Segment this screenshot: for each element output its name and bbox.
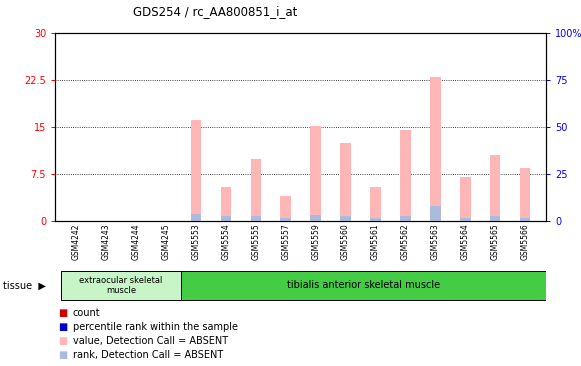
Bar — [191, 120, 201, 221]
Bar — [460, 178, 471, 221]
Bar — [221, 216, 231, 221]
Text: GSM5564: GSM5564 — [461, 224, 470, 261]
Bar — [460, 218, 471, 221]
Bar — [400, 130, 411, 221]
Text: percentile rank within the sample: percentile rank within the sample — [73, 322, 238, 332]
Bar — [250, 158, 261, 221]
Text: tibialis anterior skeletal muscle: tibialis anterior skeletal muscle — [287, 280, 440, 291]
Bar — [490, 156, 500, 221]
Text: GSM4243: GSM4243 — [102, 224, 110, 260]
Text: GSM5562: GSM5562 — [401, 224, 410, 260]
Text: value, Detection Call = ABSENT: value, Detection Call = ABSENT — [73, 336, 228, 346]
Bar — [181, 270, 546, 300]
Text: GSM5559: GSM5559 — [311, 224, 320, 261]
Bar — [430, 77, 440, 221]
Text: GSM5557: GSM5557 — [281, 224, 290, 261]
Bar — [520, 218, 530, 221]
Text: GSM5565: GSM5565 — [491, 224, 500, 261]
Bar — [340, 216, 351, 221]
Text: ■: ■ — [58, 308, 67, 318]
Text: extraocular skeletal
muscle: extraocular skeletal muscle — [80, 276, 163, 295]
Bar — [281, 196, 291, 221]
Bar — [61, 270, 181, 300]
Text: GSM5563: GSM5563 — [431, 224, 440, 261]
Text: GSM5553: GSM5553 — [191, 224, 200, 261]
Bar — [310, 126, 321, 221]
Text: ■: ■ — [58, 336, 67, 346]
Bar — [490, 216, 500, 221]
Bar — [520, 168, 530, 221]
Text: GSM5554: GSM5554 — [221, 224, 230, 261]
Text: GSM4244: GSM4244 — [131, 224, 141, 260]
Bar — [430, 206, 440, 221]
Bar — [340, 143, 351, 221]
Text: GSM4245: GSM4245 — [162, 224, 170, 260]
Text: tissue  ▶: tissue ▶ — [3, 280, 46, 291]
Bar — [400, 216, 411, 221]
Text: ■: ■ — [58, 350, 67, 360]
Bar — [250, 216, 261, 221]
Text: GSM5560: GSM5560 — [341, 224, 350, 261]
Text: GSM5566: GSM5566 — [521, 224, 530, 261]
Bar — [221, 187, 231, 221]
Bar — [370, 187, 381, 221]
Text: GDS254 / rc_AA800851_i_at: GDS254 / rc_AA800851_i_at — [133, 5, 297, 19]
Text: GSM5561: GSM5561 — [371, 224, 380, 260]
Text: rank, Detection Call = ABSENT: rank, Detection Call = ABSENT — [73, 350, 223, 360]
Text: count: count — [73, 308, 101, 318]
Text: GSM4242: GSM4242 — [71, 224, 81, 260]
Bar — [370, 218, 381, 221]
Text: GSM5555: GSM5555 — [251, 224, 260, 261]
Bar — [191, 214, 201, 221]
Bar — [310, 215, 321, 221]
Bar — [281, 218, 291, 221]
Text: ■: ■ — [58, 322, 67, 332]
